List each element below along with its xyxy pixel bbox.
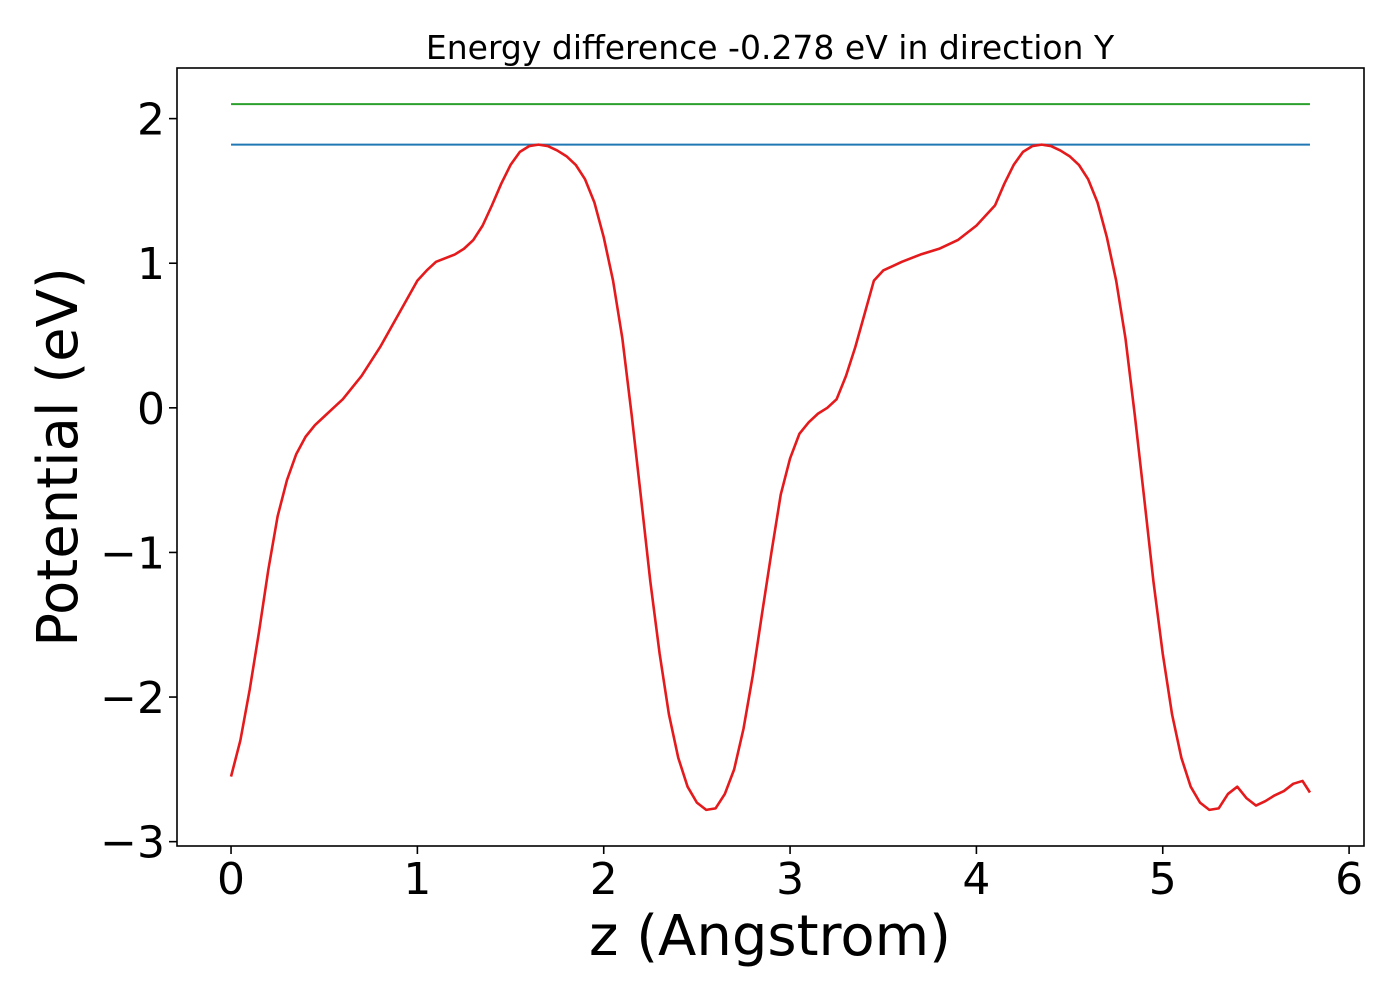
- y-tick-label: 2: [137, 95, 165, 146]
- chart-title: Energy difference -0.278 eV in direction…: [426, 28, 1115, 67]
- y-axis-label: Potential (eV): [26, 267, 91, 647]
- y-axis-ticks: −3 −2 −1 0 1 2: [100, 95, 177, 869]
- plot-series: [229, 103, 1312, 812]
- y-tick-label: −1: [100, 528, 165, 579]
- y-tick-label: −3: [100, 818, 165, 869]
- plot-frame: [176, 67, 1365, 847]
- x-tick-label: 6: [1335, 854, 1363, 905]
- x-axis-label: z (Angstrom): [589, 904, 951, 969]
- x-tick-label: 2: [590, 854, 618, 905]
- x-tick-label: 0: [217, 854, 245, 905]
- series-line-3: [229, 143, 1312, 812]
- x-tick-label: 3: [776, 854, 804, 905]
- y-tick-label: 1: [137, 239, 165, 290]
- y-tick-label: −2: [100, 673, 165, 724]
- x-axis-ticks: 0 1 2 3 4 5 6: [217, 846, 1363, 905]
- y-tick-label: 0: [137, 384, 165, 435]
- x-tick-label: 1: [403, 854, 431, 905]
- x-tick-label: 4: [962, 854, 990, 905]
- x-tick-label: 5: [1149, 854, 1177, 905]
